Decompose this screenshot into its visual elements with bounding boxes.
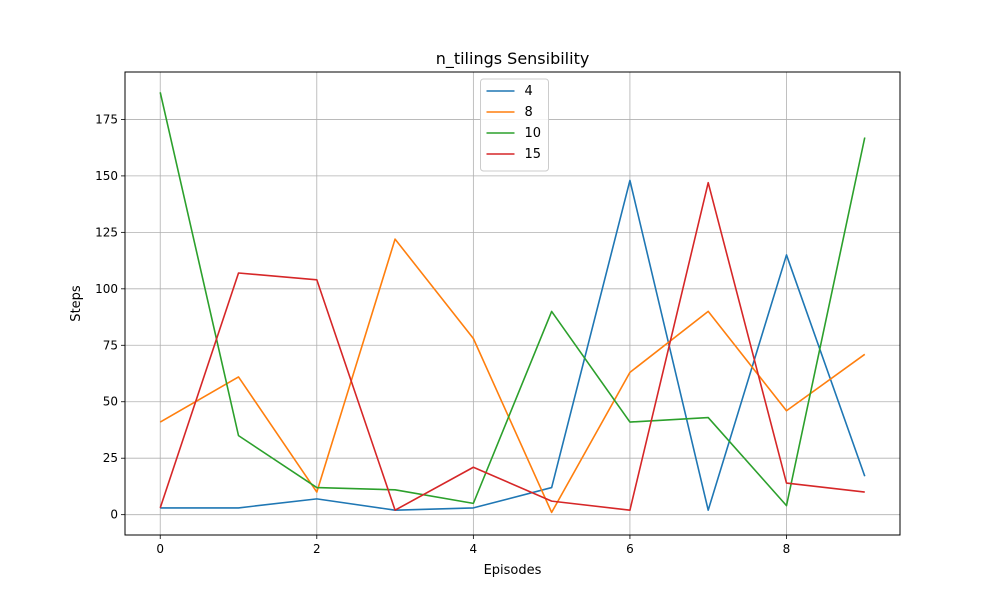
- chart-title: n_tilings Sensibility: [436, 49, 590, 69]
- y-tick-label: 125: [95, 225, 118, 239]
- legend-label-4: 4: [525, 84, 533, 99]
- x-axis-label: Episodes: [484, 563, 542, 578]
- y-tick-label: 75: [103, 338, 118, 352]
- x-tick-label: 6: [626, 542, 634, 556]
- y-tick-label: 175: [95, 112, 118, 126]
- x-axis-ticks: 0 2 4 6 8: [156, 535, 790, 556]
- legend-label-10: 10: [525, 126, 542, 141]
- series-line-10: [159, 92, 866, 507]
- x-tick-label: 0: [156, 542, 164, 556]
- series-line-8: [159, 238, 866, 514]
- series-line-15: [159, 181, 865, 511]
- y-tick-label: 100: [95, 282, 118, 296]
- x-tick-label: 8: [783, 542, 791, 556]
- y-tick-label: 150: [95, 169, 118, 183]
- y-tick-label: 25: [103, 451, 118, 465]
- y-tick-label: 50: [103, 395, 118, 409]
- legend: 4 8 10 15: [480, 78, 549, 172]
- series-lines: [159, 92, 866, 514]
- y-tick-label: 0: [110, 508, 118, 522]
- legend-label-8: 8: [525, 105, 533, 120]
- plot-frame: [124, 71, 901, 536]
- x-tick-label: 2: [313, 542, 321, 556]
- series-line-4: [160, 179, 866, 511]
- legend-box: [480, 78, 549, 172]
- y-axis-label: Steps: [69, 285, 84, 322]
- y-axis-ticks: 0 25 50 75 100 125 150 175: [95, 112, 125, 522]
- legend-label-15: 15: [525, 147, 542, 162]
- x-tick-label: 4: [470, 542, 478, 556]
